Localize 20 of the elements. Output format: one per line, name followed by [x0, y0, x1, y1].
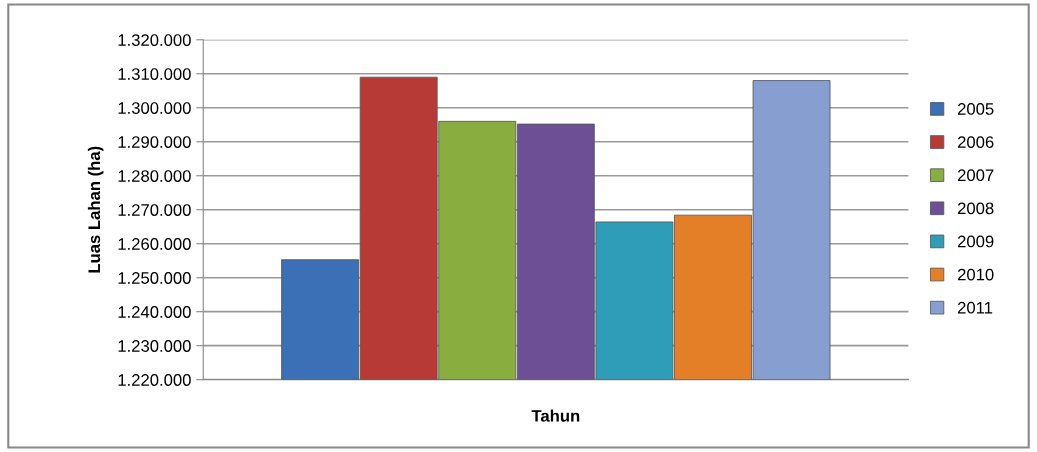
legend-label: 2007 — [957, 169, 994, 182]
y-tick-label: 1.300.000 — [118, 102, 191, 114]
legend-label: 2010 — [957, 268, 994, 281]
y-tick-label: 1.230.000 — [118, 340, 191, 352]
x-axis-title: Tahun — [531, 409, 580, 422]
legend-label: 2006 — [957, 136, 994, 148]
y-tick-label: 1.290.000 — [118, 136, 191, 148]
y-tick-label: 1.260.000 — [118, 238, 191, 250]
legend-label: 2009 — [957, 235, 994, 248]
y-axis-title: Luas Lahan (ha) — [87, 146, 104, 273]
y-tick-label: 1.240.000 — [118, 306, 191, 318]
y-tick-label: 1.220.000 — [118, 374, 191, 386]
y-tick-label: 1.320.000 — [118, 34, 191, 46]
y-tick-label: 1.310.000 — [118, 68, 191, 80]
y-tick-label: 1.280.000 — [118, 170, 191, 182]
y-tick-label: 1.270.000 — [118, 204, 191, 216]
legend-label: 2005 — [957, 103, 994, 115]
y-tick-label: 1.250.000 — [118, 272, 191, 284]
legend-label: 2008 — [957, 202, 994, 215]
legend-label: 2011 — [957, 301, 993, 314]
